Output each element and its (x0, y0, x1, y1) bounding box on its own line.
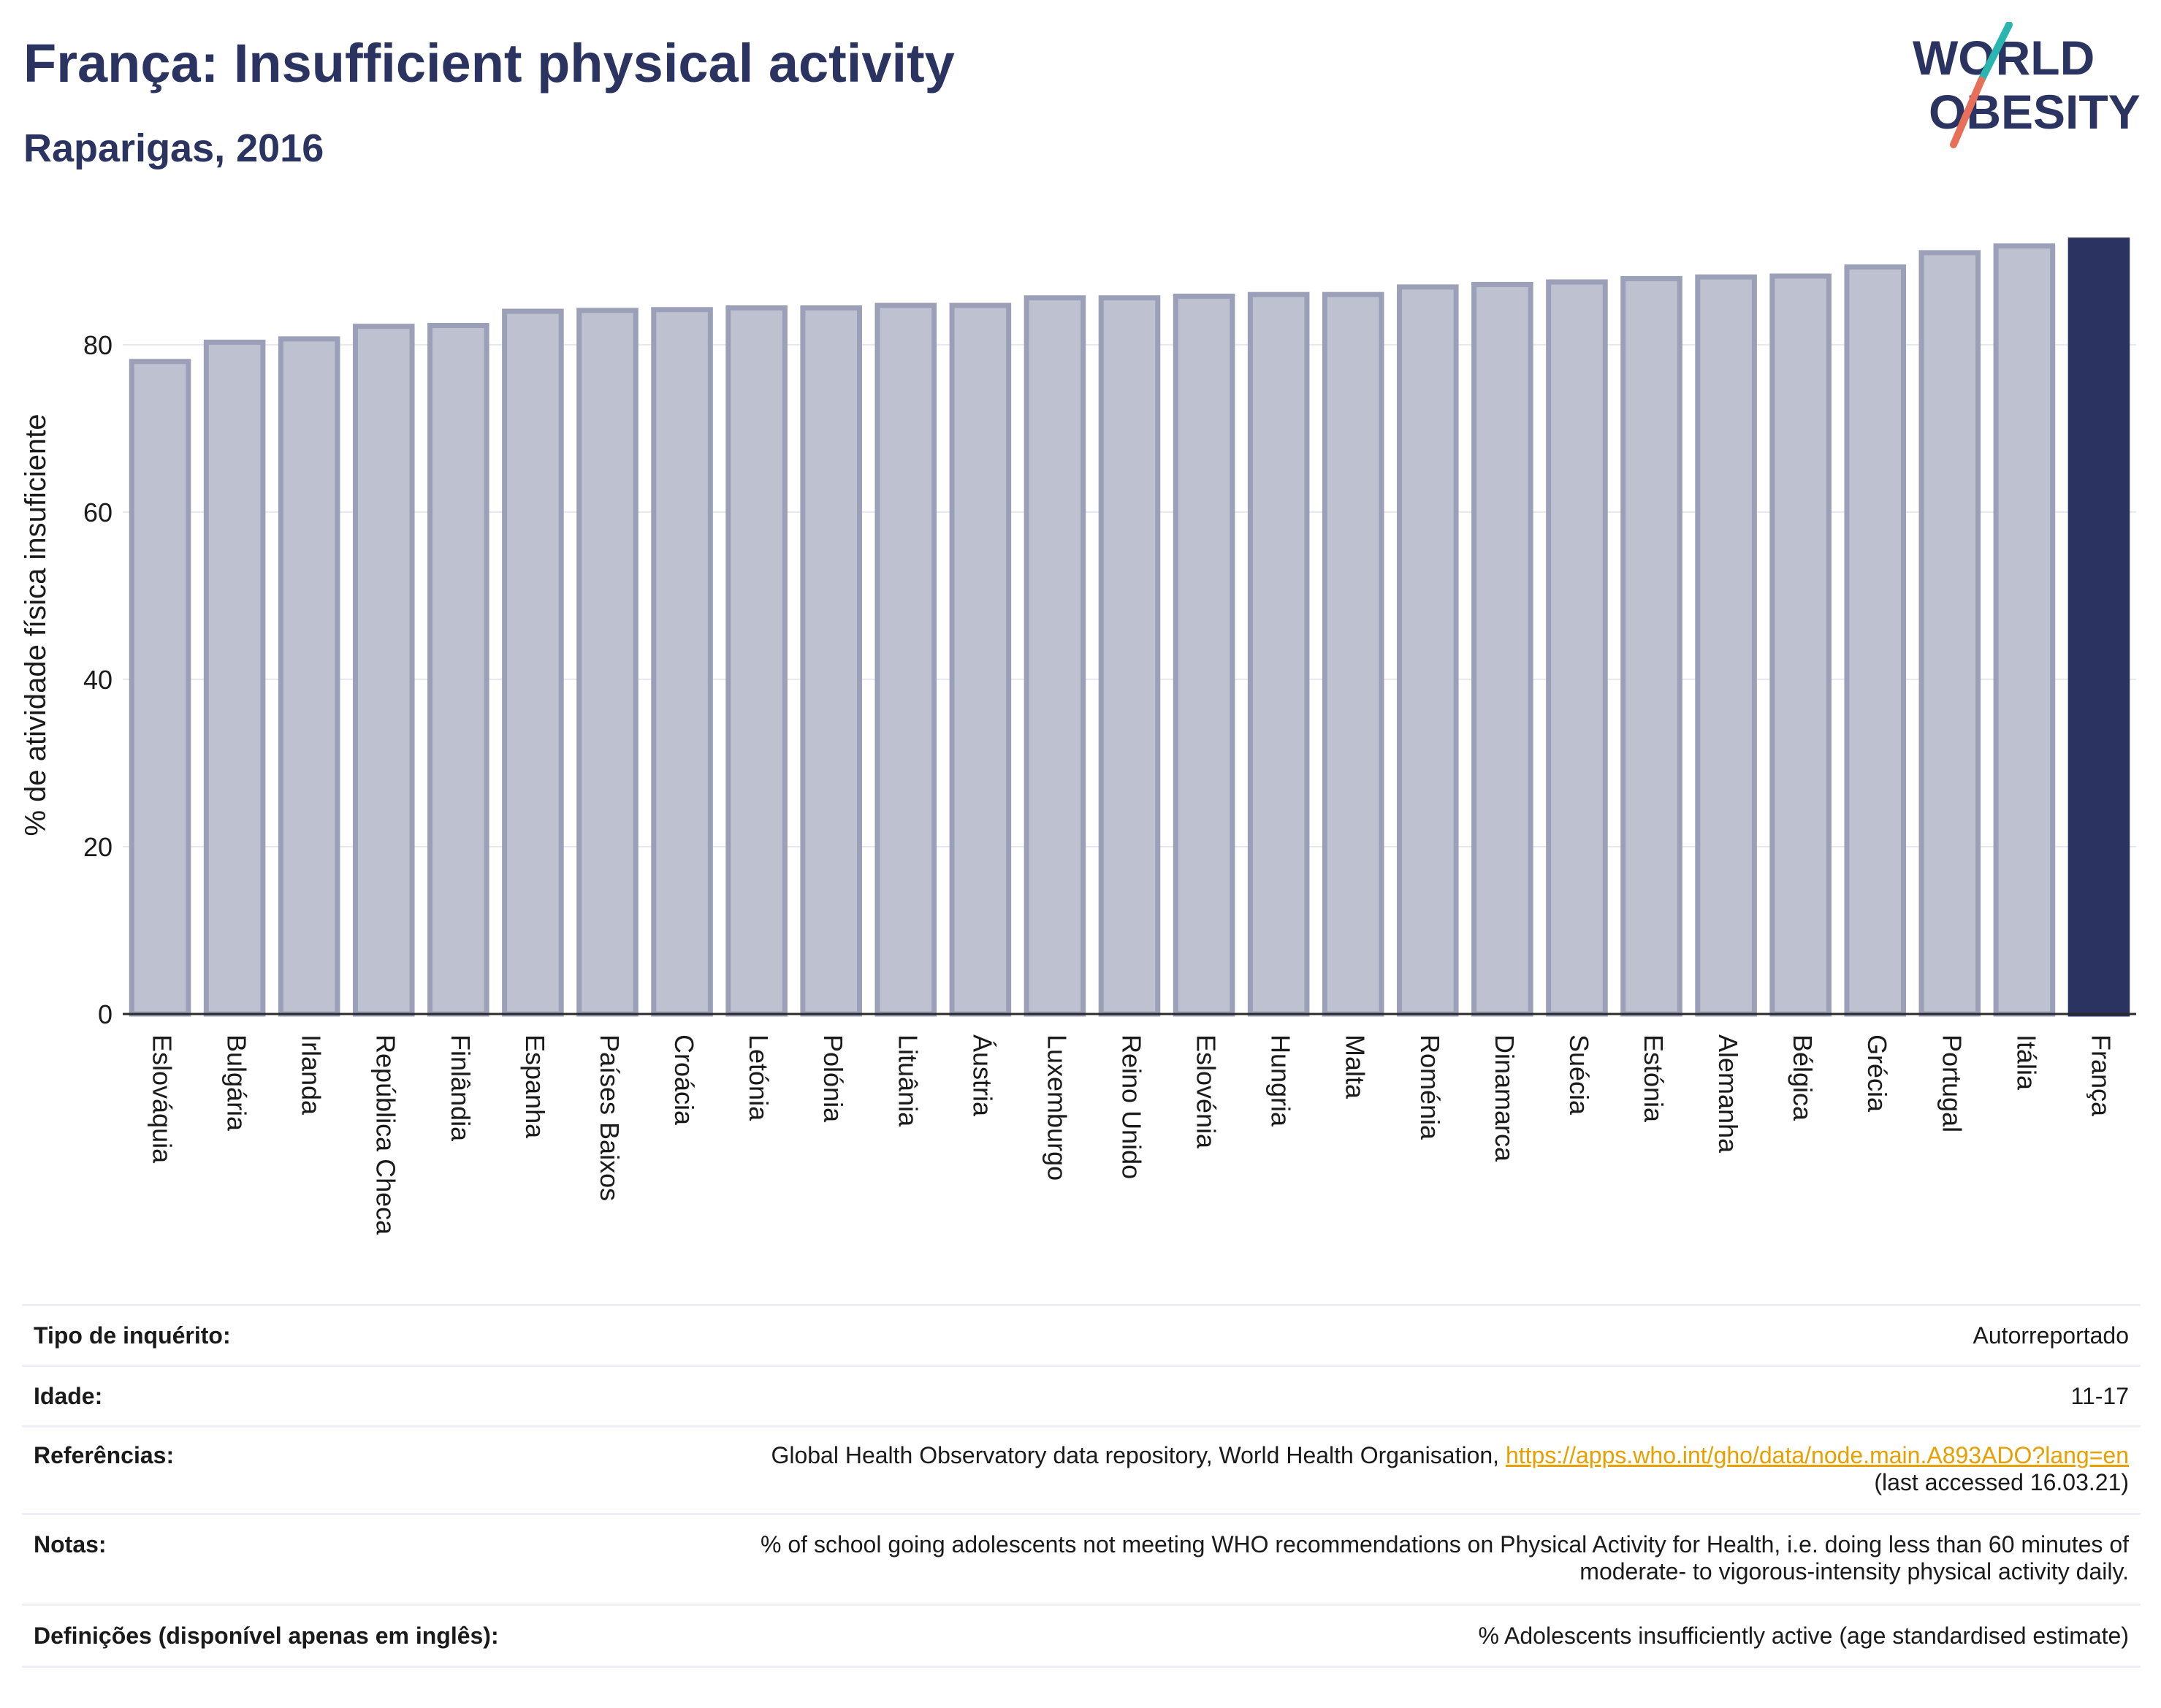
x-tick-label: Malta (1341, 1034, 1371, 1099)
notes-line-1: % of school going adolescents not meetin… (761, 1531, 2129, 1558)
bar-alemanha (1695, 274, 1757, 1017)
bar-suécia (1546, 279, 1608, 1017)
info-value: % of school going adolescents not meetin… (761, 1531, 2141, 1585)
y-tick-label: 0 (98, 999, 113, 1029)
bar-polónia (800, 305, 862, 1017)
x-tick-label: França (2086, 1034, 2116, 1117)
x-tick-label: Países Baixos (595, 1034, 625, 1201)
x-tick-label: Lituânia (893, 1034, 923, 1127)
x-tick-label: Irlanda (297, 1034, 327, 1116)
x-tick-label: Letónia (744, 1034, 774, 1121)
x-tick-label: Estónia (1639, 1034, 1669, 1123)
bar-irlanda (278, 336, 340, 1017)
bar-áustria (949, 302, 1012, 1017)
info-row-references: Referências: Global Health Observatory d… (22, 1425, 2141, 1513)
y-tick-label: 80 (83, 330, 113, 360)
info-row-notes: Notas: % of school going adolescents not… (22, 1513, 2141, 1604)
x-tick-label: Hungria (1266, 1034, 1296, 1127)
x-tick-label: Polónia (818, 1034, 848, 1123)
bar-finlândia (427, 323, 489, 1017)
bar-eslovénia (1173, 293, 1235, 1017)
y-tick-label: 20 (83, 832, 113, 862)
x-tick-label: Luxemburgo (1042, 1034, 1072, 1181)
x-tick-label: Áustria (967, 1034, 997, 1117)
bar-malta (1322, 291, 1384, 1017)
info-label: Referências: (34, 1442, 175, 1468)
bar-lituânia (874, 302, 937, 1017)
bar-república-checa (352, 324, 415, 1017)
bar-portugal (1918, 250, 1981, 1017)
info-row-survey-type: Tipo de inquérito: Autorreportado (22, 1304, 2141, 1365)
bar-roménia (1397, 284, 1459, 1017)
y-axis-ticks: 0 20 40 60 80 (83, 330, 113, 1029)
x-tick-label: Espanha (520, 1034, 550, 1139)
info-label: Idade: (34, 1382, 103, 1409)
bar-luxemburgo (1024, 295, 1086, 1017)
logo-slash-teal (1978, 22, 2013, 84)
x-tick-label: Eslováquia (148, 1034, 178, 1164)
reference-link[interactable]: https://apps.who.int/gho/data/node.main.… (1505, 1442, 2129, 1468)
bar-grécia (1844, 264, 1907, 1017)
x-tick-label: Suécia (1564, 1034, 1594, 1116)
x-tick-label: Finlândia (446, 1034, 476, 1142)
info-label: Tipo de inquérito: (34, 1322, 231, 1349)
bar-frança (2067, 237, 2130, 1017)
bar-letónia (725, 305, 788, 1017)
x-axis-labels: Eslováquia Bulgária Irlanda República Checa… (148, 1034, 2116, 1235)
bar-países-baixos (576, 308, 639, 1017)
reference-accessed: (last accessed 16.03.21) (1874, 1469, 2129, 1495)
info-label: Notas: (34, 1531, 107, 1558)
x-tick-label: Croácia (669, 1034, 699, 1126)
bar-dinamarca (1471, 281, 1533, 1017)
world-obesity-logo: WORLD OBESITY (1913, 22, 2141, 148)
bar-eslováquia (129, 359, 191, 1017)
info-value: 11-17 (2070, 1382, 2129, 1409)
x-tick-label: Itália (2011, 1034, 2041, 1091)
info-row-age: Idade: 11-17 (22, 1365, 2141, 1425)
bar-reino-unido (1098, 295, 1161, 1017)
info-value: % Adolescents insufficiently active (age… (1478, 1622, 2129, 1649)
bar-estónia (1620, 275, 1682, 1017)
y-tick-label: 60 (83, 497, 113, 527)
bar-hungria (1247, 291, 1310, 1017)
x-tick-label: Alemanha (1713, 1034, 1743, 1154)
chart-title: França: Insufficient physical activity (23, 33, 955, 94)
chart-subtitle: Raparigas, 2016 (23, 126, 324, 170)
x-tick-label: Bélgica (1788, 1034, 1818, 1121)
x-tick-label: Eslovénia (1192, 1034, 1221, 1149)
info-label: Definições (disponível apenas em inglês)… (34, 1622, 499, 1649)
info-row-definitions: Definições (disponível apenas em inglês)… (22, 1604, 2141, 1668)
reference-text: Global Health Observatory data repositor… (771, 1442, 1506, 1468)
x-tick-label: Dinamarca (1490, 1034, 1520, 1162)
x-tick-label: Roménia (1415, 1034, 1445, 1140)
bar-bélgica (1769, 273, 1832, 1017)
bar-croácia (651, 307, 713, 1017)
x-tick-label: Portugal (1937, 1034, 1967, 1132)
bar-itália (1993, 243, 2056, 1017)
bar-espanha (502, 308, 564, 1017)
info-value: Autorreportado (1973, 1322, 2129, 1349)
x-tick-label: Grécia (1862, 1034, 1892, 1113)
info-value: Global Health Observatory data repositor… (771, 1442, 2141, 1496)
notes-line-2: moderate- to vigorous-intensity physical… (1579, 1558, 2129, 1585)
bar-chart: 0 20 40 60 80 Eslováquia Bulgária Irlanda Repúb… (20, 237, 2136, 1235)
x-tick-label: República Checa (371, 1034, 401, 1235)
x-tick-label: Reino Unido (1116, 1034, 1146, 1179)
info-table: Tipo de inquérito: Autorreportado Idade:… (22, 1304, 2141, 1668)
bar-bulgária (203, 339, 266, 1017)
x-tick-label: Bulgária (222, 1034, 252, 1132)
bars (129, 237, 2130, 1017)
y-axis-label: % de atividade física insuficiente (20, 413, 52, 836)
y-tick-label: 40 (83, 665, 113, 695)
logo-slash-coral (1950, 77, 1985, 148)
